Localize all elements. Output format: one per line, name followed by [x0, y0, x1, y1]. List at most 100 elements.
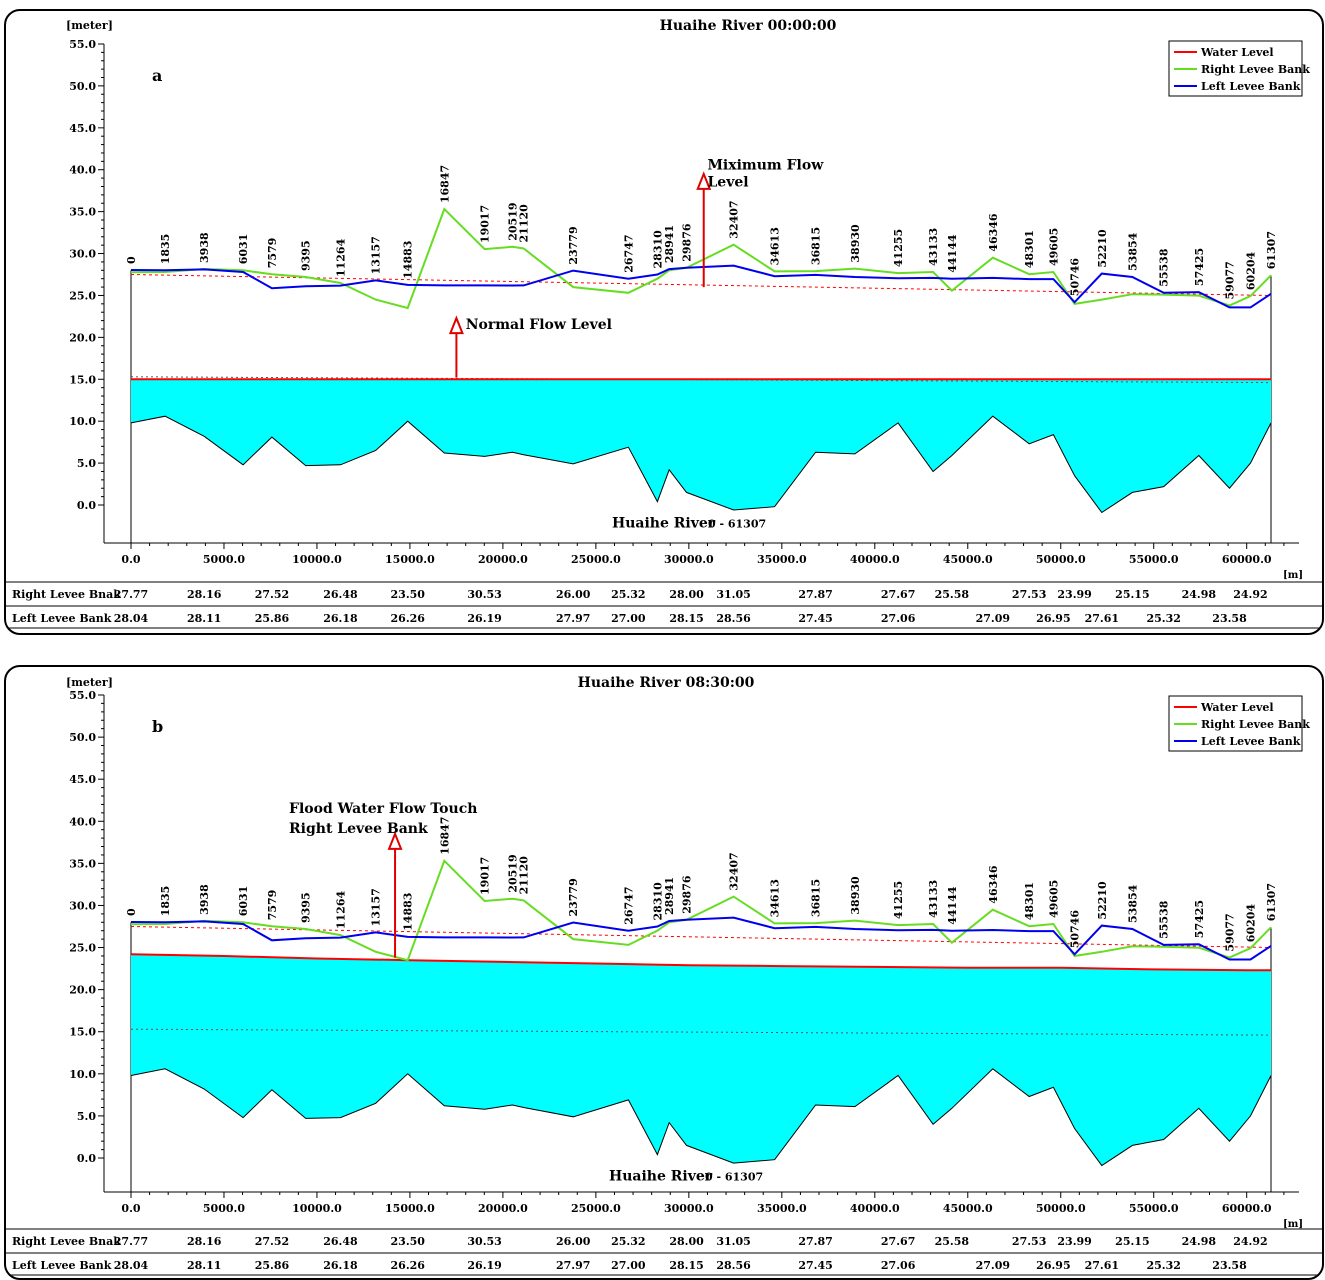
table-left-value: 25.86: [255, 1259, 290, 1272]
y-tick-label: 20.0: [69, 331, 96, 344]
x-tick-label: 50000.0: [1036, 1202, 1086, 1215]
x-tick-label: 40000.0: [850, 1202, 900, 1215]
chainage-label: 28941: [663, 877, 676, 915]
y-tick-label: 10.0: [69, 1068, 96, 1081]
x-tick-label: 60000.0: [1222, 553, 1272, 566]
table-right-label: Right Levee Bnak: [12, 588, 121, 601]
y-axis-label: [meter]: [66, 676, 113, 689]
chainage-label: 1835: [159, 234, 172, 265]
table-right-value: 26.48: [323, 588, 358, 601]
chainage-label: 50746: [1069, 910, 1082, 949]
y-tick-label: 45.0: [69, 773, 96, 786]
x-tick-label: 15000.0: [385, 1202, 435, 1215]
y-tick-label: 55.0: [69, 689, 96, 702]
table-right-value: 25.32: [611, 588, 645, 601]
chainage-label: 16847: [438, 165, 451, 203]
chainage-label: 28941: [663, 225, 676, 263]
chainage-label: 0: [125, 256, 138, 264]
chainage-label: 36815: [810, 227, 823, 265]
chainage-label: 7579: [266, 238, 279, 269]
table-right-value: 27.77: [114, 588, 148, 601]
table-right-value: 25.15: [1115, 1235, 1149, 1248]
table-left-value: 28.11: [187, 1259, 221, 1272]
y-tick-label: 30.0: [69, 899, 96, 912]
chainage-label: 59077: [1224, 261, 1237, 299]
river-range: 0 - 61307: [708, 518, 766, 531]
chainage-label: 20519: [507, 202, 520, 240]
table-left-value: 27.09: [976, 1259, 1010, 1272]
table-right-value: 23.99: [1057, 1235, 1091, 1248]
annotation-text: Right Levee Bank: [289, 821, 428, 837]
legend-entry: Left Levee Bank: [1201, 735, 1301, 748]
design-level-line: [130, 274, 1272, 296]
river-range: 0 - 61307: [705, 1171, 763, 1184]
table-left-value: 28.56: [716, 612, 751, 625]
chainage-label: 26747: [622, 234, 635, 272]
x-tick-label: 20000.0: [478, 1202, 528, 1215]
x-tick-label: 45000.0: [943, 1202, 993, 1215]
water-fill: [131, 954, 1271, 1166]
chainage-label: 36815: [810, 879, 823, 917]
chainage-label: 48301: [1023, 230, 1036, 268]
x-tick-label: 35000.0: [757, 1202, 807, 1215]
table-right-label: Right Levee Bnak: [12, 1235, 121, 1248]
table-left-value: 27.45: [798, 612, 832, 625]
table-left-value: 26.26: [391, 612, 426, 625]
chainage-label: 13157: [370, 236, 383, 274]
water-level-line: [130, 953, 1271, 972]
annotation-text: Miximum Flow: [707, 158, 824, 174]
profile-chart-a: Huaihe River 00:00:00 [meter] a 55.0 50.0 45.…: [6, 18, 1322, 629]
arrow-head: [387, 831, 403, 850]
profile-chart-b: Huaihe River 08:30:00 [meter] b 55.0 50.0 45.…: [6, 675, 1322, 1276]
annotation-text: Flood Water Flow Touch: [289, 801, 477, 817]
table-right-value: 24.92: [1233, 1235, 1267, 1248]
chainage-label: 11264: [334, 891, 347, 930]
river-label: Huaihe River: [609, 1169, 713, 1185]
table-left-value: 26.18: [323, 612, 358, 625]
x-tick-label: 15000.0: [385, 553, 435, 566]
chainage-label: 38930: [849, 876, 862, 915]
table-right-value: 30.53: [467, 588, 501, 601]
bed-profile-line: [130, 1068, 1272, 1167]
chainage-label: 19017: [479, 857, 492, 895]
table-left-value: 28.04: [114, 612, 149, 625]
y-tick-label: 45.0: [69, 122, 96, 135]
y-tick-label: 50.0: [69, 731, 96, 744]
table-right-value: 26.00: [556, 588, 591, 601]
table-left-value: 26.19: [467, 1259, 501, 1272]
table-left-value: 28.15: [669, 612, 703, 625]
table-right-value: 27.67: [881, 588, 915, 601]
table-left-value: 25.32: [1146, 1259, 1180, 1272]
chainage-label: 41255: [892, 881, 905, 919]
table-right-value: 27.67: [881, 1235, 915, 1248]
table-left-value: 26.26: [391, 1259, 426, 1272]
table-right-value: 25.32: [611, 1235, 645, 1248]
chainage-label: 34613: [769, 227, 782, 265]
y-tick-label: 15.0: [69, 1026, 96, 1039]
chainage-label: 21120: [518, 856, 531, 895]
table-left-value: 28.15: [669, 1259, 703, 1272]
x-tick-label: 30000.0: [664, 553, 714, 566]
chainage-label: 29876: [680, 223, 693, 262]
chainage-label: 28310: [651, 882, 664, 921]
chainage-label: 14883: [402, 241, 415, 279]
chainage-label: 26747: [622, 886, 635, 924]
annotation-text: Level: [707, 174, 748, 190]
x-tick-label: 10000.0: [292, 553, 342, 566]
chainage-label: 6031: [237, 234, 250, 265]
table-right-value: 28.00: [669, 1235, 704, 1248]
table-right-value: 27.52: [255, 588, 289, 601]
chart-panel-b: Huaihe River 08:30:00 [meter] b 55.0 50.0 45.…: [4, 665, 1324, 1280]
table-left-value: 27.00: [611, 612, 646, 625]
table-left-value: 26.18: [323, 1259, 358, 1272]
y-tick-label: 10.0: [69, 415, 96, 428]
table-right-value: 31.05: [716, 1235, 750, 1248]
table-left-value: 27.00: [611, 1259, 646, 1272]
chainage-label: 29876: [680, 875, 693, 914]
arrow-head: [448, 315, 464, 335]
table-right-value: 27.77: [114, 1235, 148, 1248]
chainage-label: 28310: [651, 230, 664, 269]
panel-label: b: [152, 717, 163, 736]
chainage-label: 60204: [1245, 904, 1258, 943]
table-left-value: 27.97: [556, 1259, 590, 1272]
